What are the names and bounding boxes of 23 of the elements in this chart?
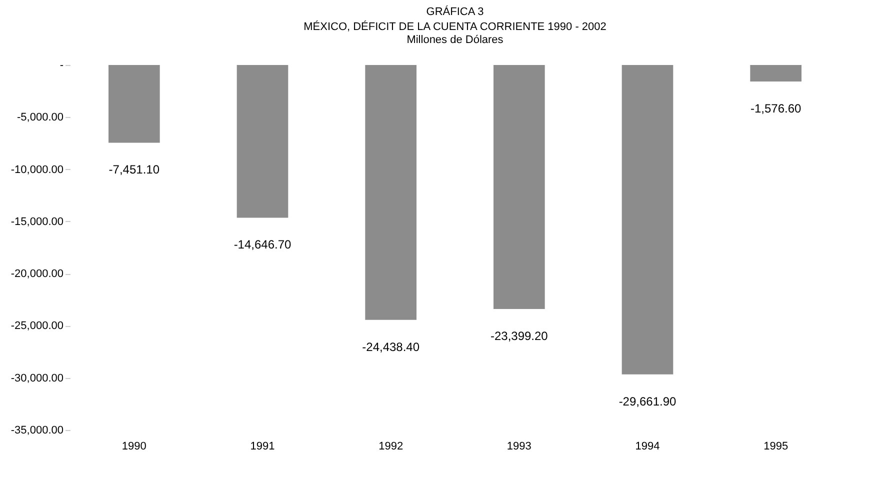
- data-label: -7,451.10: [108, 162, 160, 177]
- y-tick-label: -10,000.00: [10, 164, 64, 176]
- data-label: -23,399.20: [490, 329, 548, 344]
- x-tick-label: 1992: [378, 440, 404, 452]
- y-tick-label: -25,000.00: [10, 320, 64, 332]
- y-tick-label: -5,000.00: [17, 112, 64, 124]
- x-tick-label: 1993: [506, 440, 532, 452]
- y-tick-label: -30,000.00: [10, 372, 64, 384]
- x-tick-label: 1994: [635, 440, 660, 452]
- chart-title: GRÁFICA 3: [426, 5, 484, 18]
- x-tick-label: 1991: [250, 440, 275, 452]
- x-tick-label: 1990: [122, 440, 146, 452]
- chart-subtitle: MÉXICO, DÉFICIT DE LA CUENTA CORRIENTE 1990 - 2002: [304, 20, 606, 33]
- x-tick-label: 1995: [764, 440, 788, 452]
- y-tick-label: -20,000.00: [10, 268, 64, 280]
- y-tick-label: -: [60, 60, 64, 72]
- data-label: -1,576.60: [750, 101, 802, 116]
- data-label: -14,646.70: [234, 238, 292, 252]
- data-label: -24,438.40: [362, 340, 420, 354]
- y-tick-label: -15,000.00: [10, 216, 64, 228]
- y-tick-label: -35,000.00: [10, 424, 64, 436]
- text: Millones de Dólares: [406, 34, 504, 46]
- data-label: -29,661.90: [618, 394, 677, 408]
